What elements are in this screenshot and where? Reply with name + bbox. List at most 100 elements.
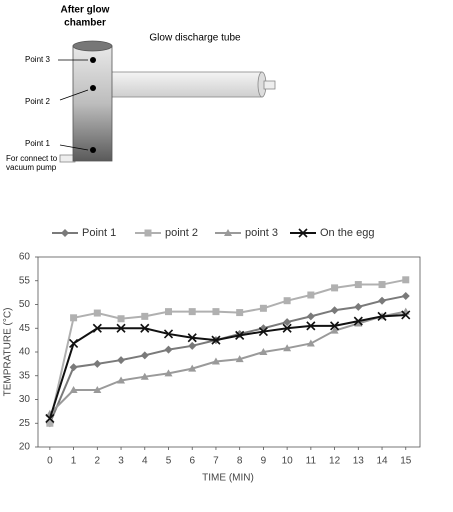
y-tick-label: 60 xyxy=(19,252,31,263)
y-axis-label: TEMPRATURE (°C) xyxy=(3,308,14,397)
x-tick-label: 3 xyxy=(118,456,124,467)
x-tick-label: 5 xyxy=(166,456,172,467)
marker xyxy=(116,323,126,333)
marker xyxy=(306,339,315,347)
point-marker xyxy=(90,147,96,153)
marker xyxy=(282,323,292,333)
marker xyxy=(283,318,292,327)
legend-label: On the egg xyxy=(320,227,374,239)
point-label: Point 2 xyxy=(25,97,50,106)
tube-label: Glow discharge tube xyxy=(149,33,241,44)
x-tick-label: 13 xyxy=(353,456,365,467)
legend-label: Point 1 xyxy=(82,227,116,239)
x-tick-label: 14 xyxy=(376,456,388,467)
marker xyxy=(354,281,362,289)
tube-tip xyxy=(263,80,276,90)
x-tick-label: 1 xyxy=(71,456,77,467)
chamber-label: chamber xyxy=(64,18,106,29)
x-tick-label: 2 xyxy=(95,456,101,467)
marker xyxy=(93,309,101,317)
marker xyxy=(69,363,78,372)
y-tick-label: 50 xyxy=(19,299,31,310)
y-tick-label: 35 xyxy=(19,370,31,381)
marker xyxy=(117,356,126,365)
marker xyxy=(70,314,78,322)
marker xyxy=(211,335,221,345)
marker xyxy=(188,364,197,372)
marker xyxy=(259,304,267,312)
x-tick-label: 9 xyxy=(261,456,267,467)
marker xyxy=(45,413,55,424)
marker xyxy=(46,419,54,427)
y-tick-label: 55 xyxy=(19,275,31,286)
marker xyxy=(141,312,149,320)
marker xyxy=(401,291,410,300)
marker xyxy=(401,310,411,320)
marker xyxy=(235,330,245,340)
y-tick-label: 40 xyxy=(19,347,31,358)
point-label: Point 1 xyxy=(25,139,50,148)
x-tick-label: 12 xyxy=(329,456,341,467)
marker xyxy=(283,344,292,352)
marker xyxy=(140,351,149,360)
x-tick-label: 4 xyxy=(142,456,148,467)
marker xyxy=(306,321,316,331)
marker xyxy=(307,291,315,299)
marker xyxy=(353,316,363,326)
marker xyxy=(378,281,386,289)
series-line xyxy=(48,278,406,424)
y-tick-label: 25 xyxy=(19,418,31,429)
marker xyxy=(140,323,150,333)
marker xyxy=(402,276,410,284)
legend-marker xyxy=(61,229,69,237)
marker xyxy=(164,308,172,316)
x-axis-label: TIME (MIN) xyxy=(202,473,254,484)
marker xyxy=(211,357,220,365)
marker xyxy=(378,296,387,305)
marker xyxy=(236,309,244,317)
marker xyxy=(69,338,79,349)
diagram: After glow chamber Glow discharge tube P… xyxy=(6,5,276,172)
y-tick-label: 45 xyxy=(19,323,31,334)
marker xyxy=(330,306,339,315)
marker xyxy=(212,308,220,316)
x-tick-label: 6 xyxy=(189,456,195,467)
x-tick-label: 11 xyxy=(306,456,317,467)
marker xyxy=(306,312,315,321)
pump-label: For connect to xyxy=(6,154,58,163)
marker xyxy=(188,341,197,350)
chamber xyxy=(72,45,113,162)
marker xyxy=(117,315,125,323)
chamber-top xyxy=(72,40,113,52)
marker xyxy=(354,319,363,327)
marker xyxy=(117,376,126,384)
chamber-label: After glow xyxy=(61,5,110,16)
legend-marker xyxy=(298,228,308,238)
pointer xyxy=(59,144,89,151)
series-line xyxy=(48,313,406,419)
marker xyxy=(235,355,244,363)
marker xyxy=(69,386,78,393)
marker xyxy=(331,284,339,292)
legend-marker xyxy=(144,229,152,237)
marker xyxy=(93,386,102,393)
x-tick-label: 0 xyxy=(47,456,53,467)
marker xyxy=(164,369,173,377)
marker xyxy=(164,345,173,354)
discharge-tube xyxy=(109,71,263,98)
x-tick-label: 15 xyxy=(400,456,412,467)
marker xyxy=(92,323,102,333)
x-tick-label: 7 xyxy=(213,456,219,467)
marker xyxy=(187,333,197,343)
marker xyxy=(283,297,291,305)
point-marker xyxy=(90,85,96,91)
marker xyxy=(354,302,363,311)
marker xyxy=(188,308,196,316)
x-tick-label: 10 xyxy=(282,456,294,467)
marker xyxy=(258,327,268,337)
legend-label: point 3 xyxy=(245,227,278,239)
legend-marker xyxy=(224,229,232,236)
pointer xyxy=(59,89,89,101)
